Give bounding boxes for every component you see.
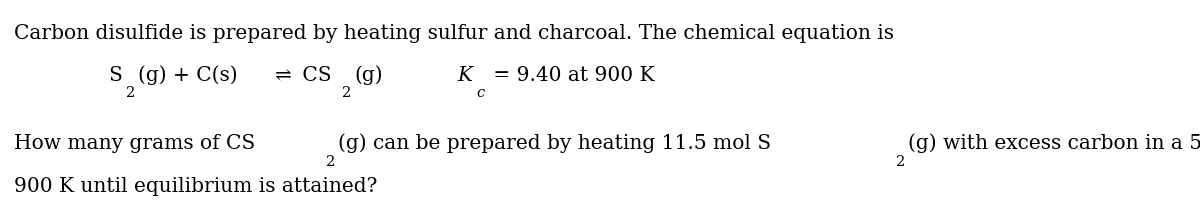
- Text: 2: 2: [342, 86, 352, 100]
- Text: K: K: [457, 66, 473, 85]
- Text: = 9.40 at 900 K: = 9.40 at 900 K: [487, 66, 655, 85]
- Text: (g) can be prepared by heating 11.5 mol S: (g) can be prepared by heating 11.5 mol …: [337, 134, 770, 154]
- Text: 2: 2: [126, 86, 136, 100]
- Text: S: S: [108, 66, 122, 85]
- Text: CS: CS: [296, 66, 332, 85]
- Text: (g) with excess carbon in a 5.60 L reaction vessel held at: (g) with excess carbon in a 5.60 L react…: [908, 134, 1200, 154]
- Text: (g) + C(s): (g) + C(s): [138, 65, 244, 85]
- Text: 2: 2: [896, 155, 906, 169]
- Text: (g): (g): [354, 65, 383, 85]
- Text: Carbon disulfide is prepared by heating sulfur and charcoal. The chemical equati: Carbon disulfide is prepared by heating …: [14, 24, 894, 43]
- Text: c: c: [476, 86, 485, 100]
- Text: How many grams of CS: How many grams of CS: [14, 135, 256, 154]
- Text: 900 K until equilibrium is attained?: 900 K until equilibrium is attained?: [14, 177, 378, 196]
- Text: 2: 2: [325, 155, 335, 169]
- Text: ⇌: ⇌: [275, 66, 292, 85]
